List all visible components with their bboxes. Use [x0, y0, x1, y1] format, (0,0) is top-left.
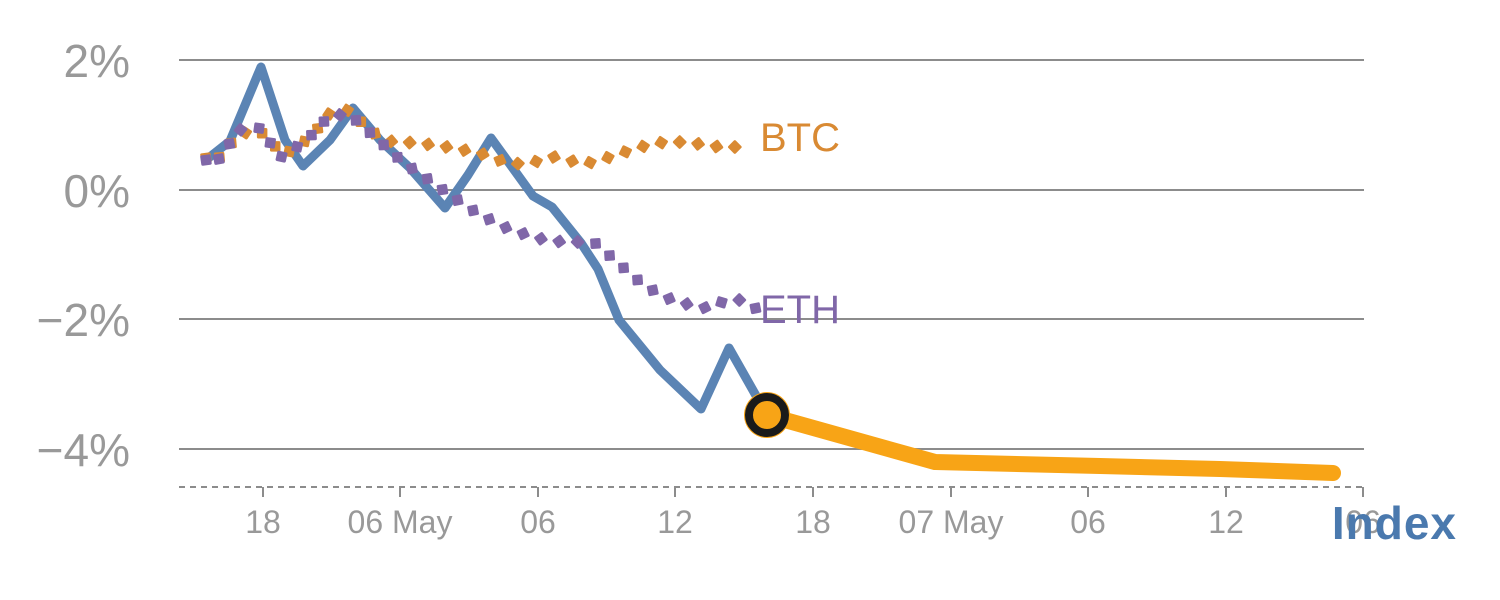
svg-text:0%: 0% — [64, 165, 130, 217]
svg-text:18: 18 — [245, 504, 281, 540]
svg-text:2%: 2% — [64, 35, 130, 87]
svg-text:−2%: −2% — [37, 294, 130, 346]
svg-text:12: 12 — [657, 504, 693, 540]
svg-text:ETH: ETH — [760, 288, 840, 332]
svg-text:18: 18 — [795, 504, 831, 540]
svg-text:06 May: 06 May — [348, 504, 453, 540]
svg-text:Index: Index — [1332, 497, 1457, 549]
svg-text:−4%: −4% — [37, 424, 130, 476]
svg-text:06: 06 — [520, 504, 556, 540]
svg-text:12: 12 — [1208, 504, 1244, 540]
svg-text:BTC: BTC — [760, 116, 840, 160]
svg-text:06: 06 — [1070, 504, 1106, 540]
svg-text:07 May: 07 May — [899, 504, 1004, 540]
